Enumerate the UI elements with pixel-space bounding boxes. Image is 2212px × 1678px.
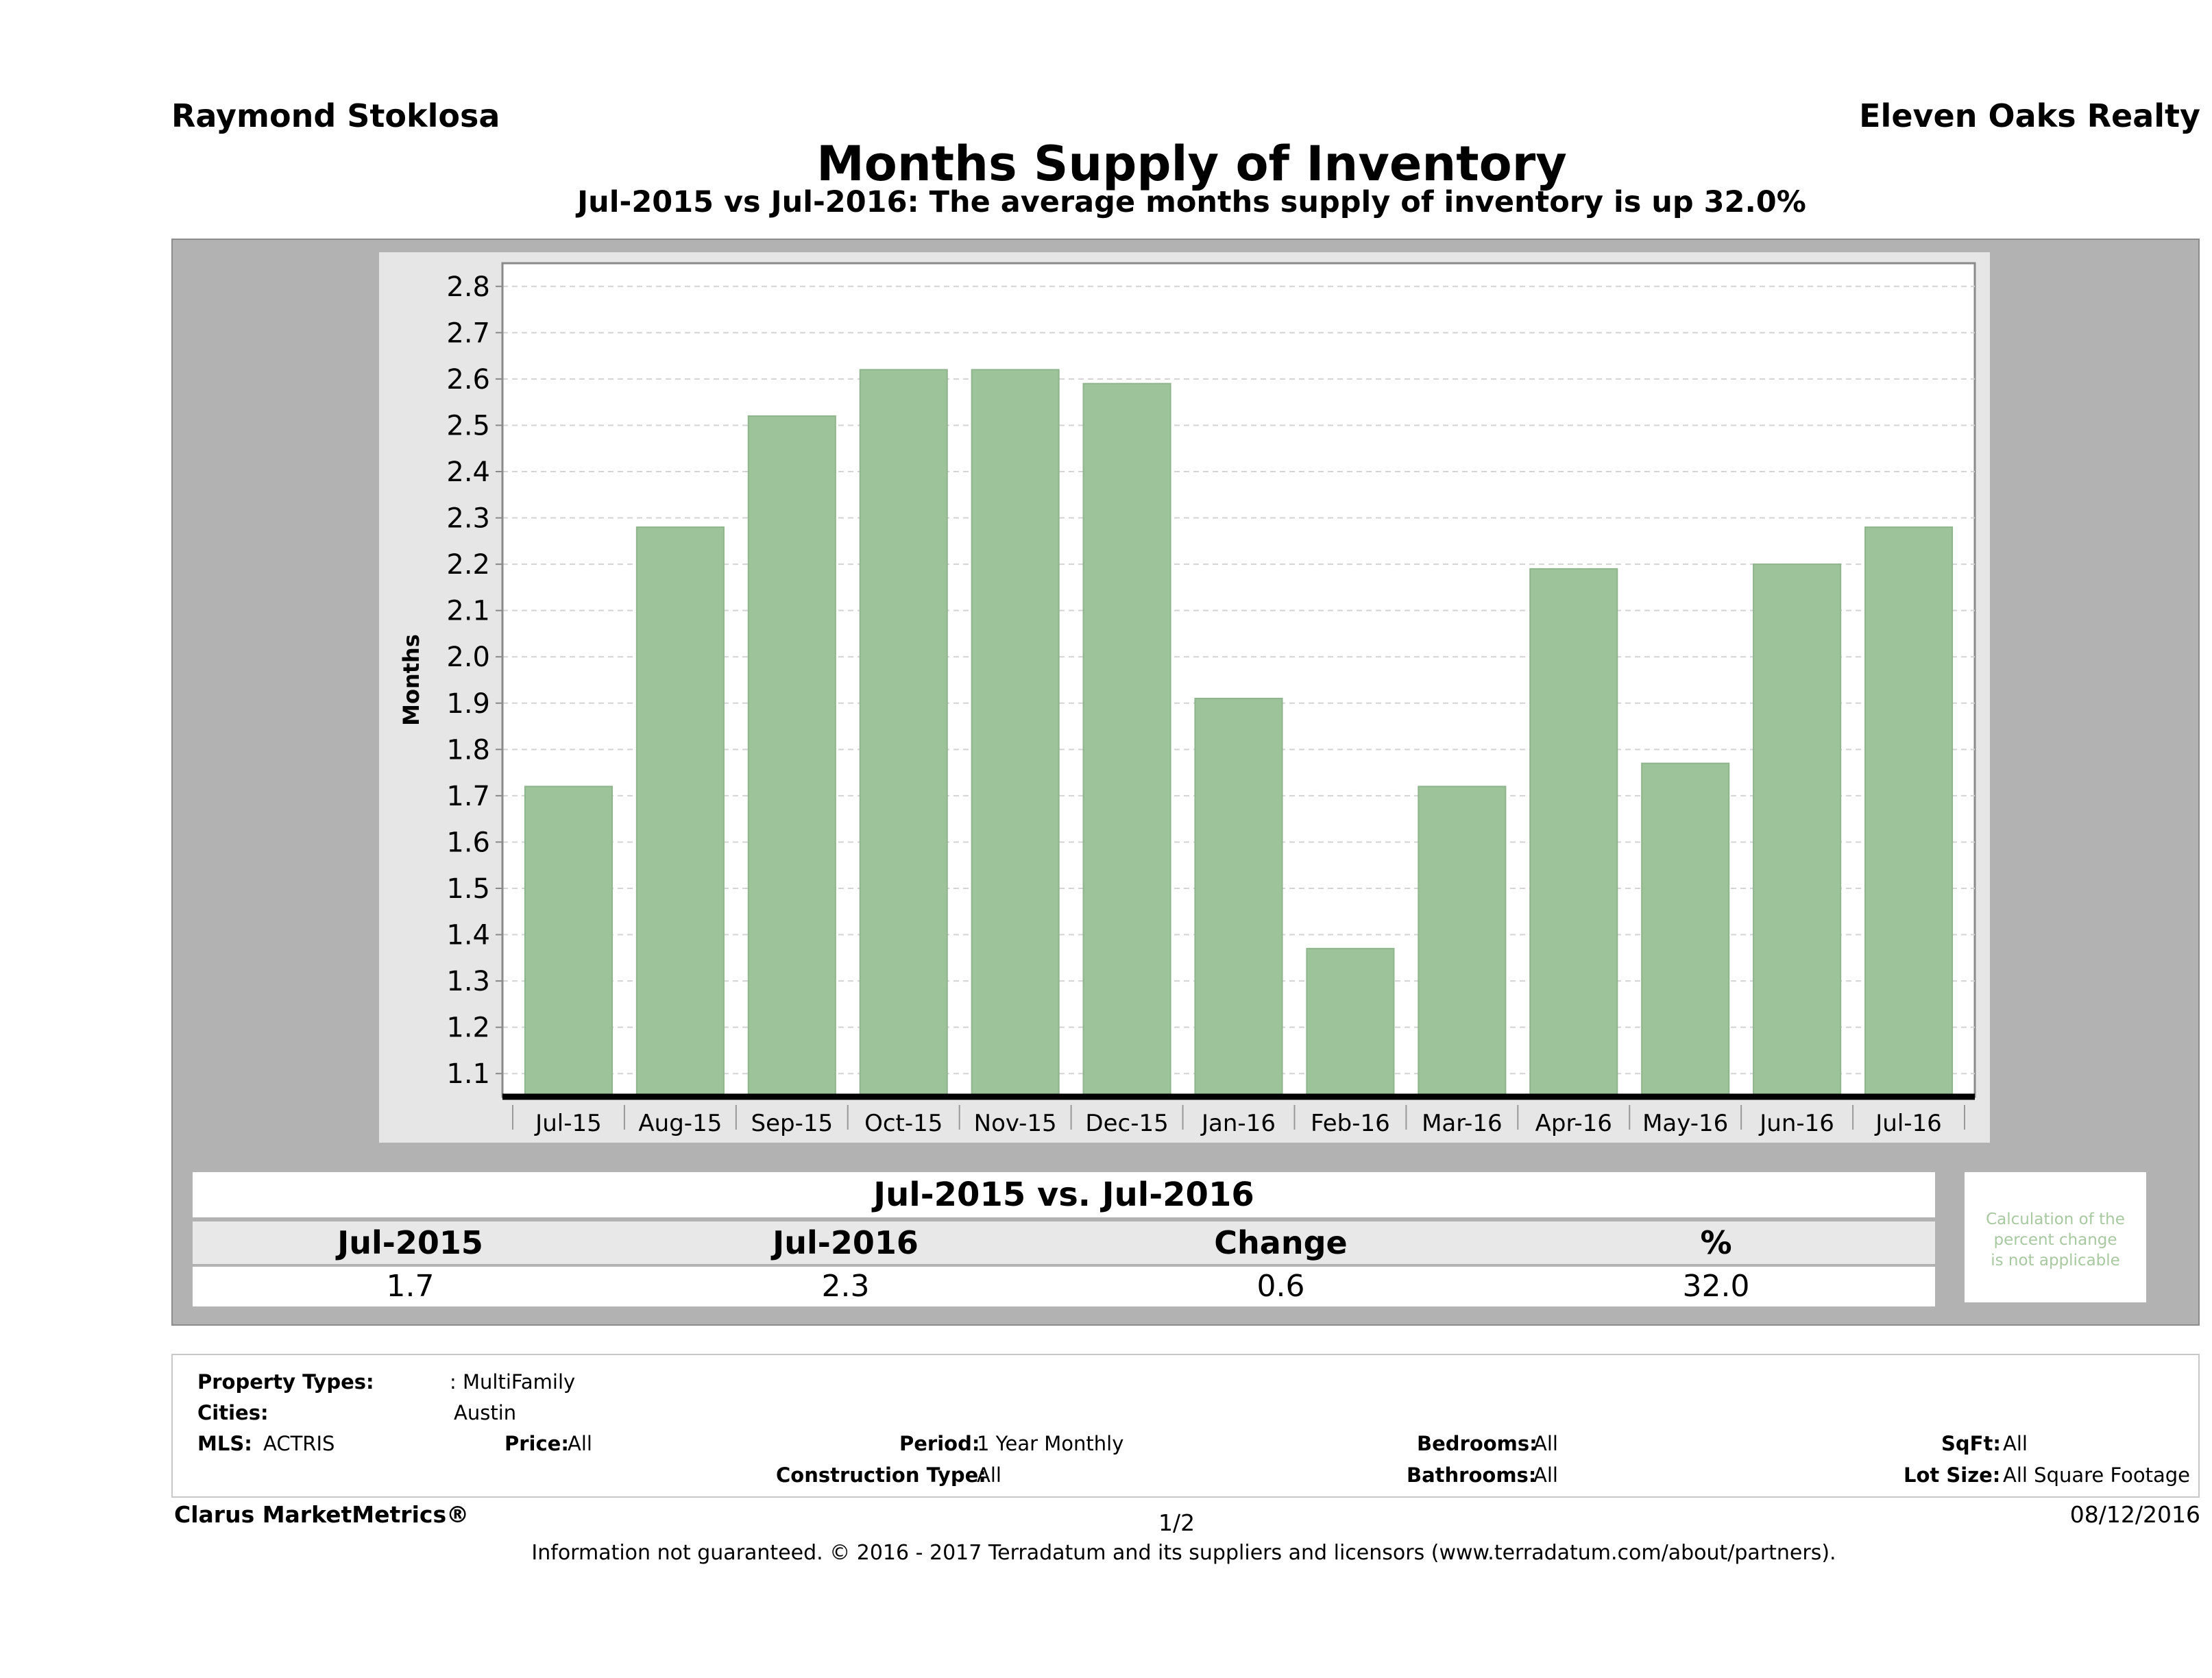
value-jul-2016: 2.3 — [821, 1269, 870, 1304]
y-tick-label: 2.6 — [446, 364, 490, 396]
y-tick-label: 1.6 — [446, 827, 490, 858]
mls-label: MLS: — [197, 1432, 252, 1455]
y-tick-label: 1.4 — [446, 920, 490, 951]
x-tick-label: Mar-16 — [1422, 1110, 1503, 1137]
agent-name: Raymond Stoklosa — [171, 97, 500, 134]
x-tick-label: Apr-16 — [1535, 1110, 1612, 1137]
y-tick-label: 2.2 — [446, 549, 490, 581]
bar — [524, 786, 613, 1098]
x-tick-label: Jun-16 — [1758, 1110, 1834, 1137]
x-tick-label: Jul-16 — [1874, 1110, 1942, 1137]
bathrooms-value: All — [1533, 1463, 1558, 1487]
disclaimer: Information not guaranteed. © 2016 - 201… — [531, 1541, 1836, 1565]
bar — [859, 369, 948, 1097]
price-label: Price: — [505, 1432, 569, 1455]
bar — [1194, 698, 1283, 1097]
comparison-value-row: 1.7 2.3 0.6 32.0 — [193, 1267, 1935, 1306]
y-tick-label: 1.3 — [446, 966, 490, 997]
header-percent: % — [1700, 1224, 1732, 1261]
bar — [1082, 382, 1171, 1098]
y-tick-label: 2.4 — [446, 457, 490, 488]
comparison-header-row: Jul-2015 Jul-2016 Change % — [193, 1221, 1935, 1264]
header-change: Change — [1214, 1224, 1348, 1261]
property-types-value: : MultiFamily — [450, 1370, 576, 1394]
header-jul-2015: Jul-2015 — [337, 1224, 483, 1261]
y-axis-label: Months — [398, 634, 424, 726]
value-jul-2015: 1.7 — [386, 1269, 435, 1304]
bar-chart: 1.1 1.2 1.3 1.4 1.5 1.6 1.7 1.8 1.9 2.0 2.1 2.2 2.3 2… — [398, 262, 1976, 1137]
lot-size-value: All Square Footage — [2003, 1463, 2191, 1487]
y-tick-label: 1.5 — [446, 873, 490, 905]
chart-title: Months Supply of Inventory — [816, 136, 1567, 192]
x-tick-label: Oct-15 — [864, 1110, 943, 1137]
x-tick-label: May-16 — [1642, 1110, 1728, 1137]
bar — [1753, 563, 1842, 1098]
period-value: 1 Year Monthly — [977, 1432, 1124, 1455]
x-tick-label: Jan-16 — [1200, 1110, 1276, 1137]
mls-value: ACTRIS — [263, 1432, 335, 1455]
filter-summary: Property Types: : MultiFamily Cities: Au… — [171, 1354, 2200, 1498]
cities-value: Austin — [454, 1401, 517, 1424]
bar — [1529, 568, 1618, 1098]
x-tick-label: Dec-15 — [1085, 1110, 1168, 1137]
cities-label: Cities: — [197, 1401, 269, 1424]
note-line-3: is not applicable — [1991, 1252, 2120, 1269]
x-tick-label: Sep-15 — [751, 1110, 833, 1137]
property-types-label: Property Types: — [197, 1370, 374, 1394]
page-number: 1/2 — [1158, 1509, 1195, 1536]
bar — [1306, 947, 1395, 1097]
construction-type-value: All — [977, 1463, 1001, 1487]
y-tick-label: 1.8 — [446, 734, 490, 766]
y-tick-label: 2.3 — [446, 503, 490, 535]
bedrooms-value: All — [1533, 1432, 1558, 1455]
y-tick-label: 1.1 — [446, 1058, 490, 1090]
value-change: 0.6 — [1256, 1269, 1305, 1304]
sqft-label: SqFt: — [1941, 1432, 2001, 1455]
x-tick-label: Feb-16 — [1311, 1110, 1390, 1137]
y-tick-label: 2.0 — [446, 642, 490, 673]
y-tick-label: 2.5 — [446, 410, 490, 441]
sqft-value: All — [2003, 1432, 2028, 1455]
bar — [971, 369, 1060, 1097]
header-jul-2016: Jul-2016 — [773, 1224, 919, 1261]
bathrooms-label: Bathrooms: — [1407, 1463, 1537, 1487]
bedrooms-label: Bedrooms: — [1417, 1432, 1538, 1455]
chart-subtitle: Jul-2015 vs Jul-2016: The average months… — [577, 185, 1806, 219]
y-tick-label: 2.1 — [446, 596, 490, 627]
bar — [747, 415, 836, 1097]
y-tick-label: 1.9 — [446, 688, 490, 720]
lot-size-label: Lot Size: — [1904, 1463, 2001, 1487]
report-date: 08/12/2016 — [2069, 1501, 2200, 1528]
y-tick-label: 2.8 — [446, 271, 490, 303]
y-tick-label: 1.2 — [446, 1012, 490, 1044]
x-tick-label: Jul-15 — [534, 1110, 602, 1137]
y-tick-label: 2.7 — [446, 317, 490, 349]
construction-type-label: Construction Type: — [776, 1463, 986, 1487]
price-value: All — [568, 1432, 592, 1455]
x-tick-label: Aug-15 — [638, 1110, 722, 1137]
brokerage-name: Eleven Oaks Realty — [1859, 97, 2200, 134]
bar — [1418, 786, 1507, 1098]
comparison-title: Jul-2015 vs. Jul-2016 — [193, 1172, 1935, 1217]
value-percent: 32.0 — [1682, 1269, 1750, 1304]
percent-change-note: Calculation of the percent change is not… — [1965, 1172, 2146, 1302]
bar — [1641, 762, 1730, 1097]
note-line-1: Calculation of the — [1986, 1211, 2125, 1228]
bar — [635, 526, 725, 1098]
y-tick-label: 1.7 — [446, 781, 490, 812]
period-label: Period: — [899, 1432, 980, 1455]
product-name: Clarus MarketMetrics® — [174, 1501, 470, 1528]
x-tick-label: Nov-15 — [974, 1110, 1057, 1137]
note-line-2: percent change — [1993, 1231, 2117, 1249]
bar — [1864, 526, 1954, 1098]
